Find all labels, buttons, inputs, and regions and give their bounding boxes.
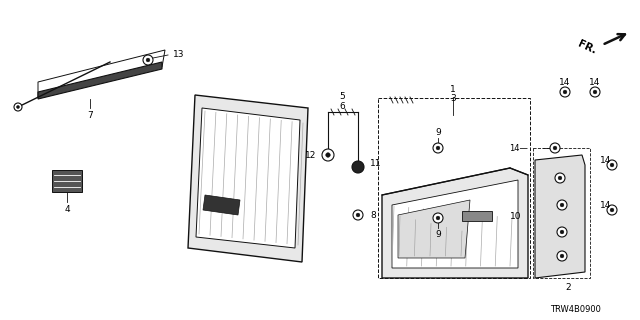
Circle shape	[322, 149, 334, 161]
Circle shape	[607, 205, 617, 215]
Text: 11: 11	[370, 158, 381, 167]
Text: 10: 10	[510, 212, 522, 220]
Text: 14—: 14—	[509, 143, 528, 153]
Circle shape	[557, 200, 567, 210]
Circle shape	[14, 103, 22, 111]
Text: 6: 6	[339, 101, 345, 110]
Polygon shape	[535, 155, 585, 278]
Polygon shape	[462, 211, 492, 221]
Polygon shape	[38, 62, 162, 99]
Polygon shape	[382, 168, 528, 278]
Circle shape	[326, 153, 330, 157]
Circle shape	[557, 227, 567, 237]
Text: FR.: FR.	[576, 38, 598, 56]
Text: 14: 14	[589, 77, 601, 86]
Circle shape	[563, 90, 567, 94]
Polygon shape	[398, 200, 470, 258]
Text: 2: 2	[565, 284, 571, 292]
Text: 12: 12	[305, 150, 316, 159]
Circle shape	[356, 213, 360, 217]
Text: 9: 9	[435, 127, 441, 137]
Text: 14: 14	[600, 156, 611, 164]
Circle shape	[433, 143, 443, 153]
Circle shape	[593, 90, 597, 94]
Text: 5: 5	[339, 92, 345, 100]
Circle shape	[610, 208, 614, 212]
Circle shape	[550, 143, 560, 153]
Circle shape	[353, 210, 363, 220]
Polygon shape	[52, 170, 82, 192]
Circle shape	[560, 254, 564, 258]
Circle shape	[560, 87, 570, 97]
Polygon shape	[203, 195, 240, 215]
Circle shape	[607, 160, 617, 170]
Circle shape	[17, 106, 19, 108]
Polygon shape	[188, 95, 308, 262]
Polygon shape	[392, 180, 518, 268]
Polygon shape	[196, 108, 300, 248]
Text: 7: 7	[87, 110, 93, 119]
Text: 14: 14	[600, 201, 611, 210]
Text: TRW4B0900: TRW4B0900	[550, 306, 600, 315]
Circle shape	[558, 176, 562, 180]
Polygon shape	[38, 50, 165, 98]
Text: 14: 14	[559, 77, 571, 86]
Text: 1: 1	[450, 84, 456, 93]
Circle shape	[146, 58, 150, 62]
Text: 9: 9	[435, 229, 441, 238]
Circle shape	[436, 216, 440, 220]
Circle shape	[557, 251, 567, 261]
Circle shape	[590, 87, 600, 97]
Circle shape	[436, 146, 440, 150]
Circle shape	[610, 163, 614, 167]
Circle shape	[553, 146, 557, 150]
Circle shape	[555, 173, 565, 183]
Circle shape	[433, 213, 443, 223]
Text: 8: 8	[370, 211, 376, 220]
Circle shape	[352, 161, 364, 173]
Circle shape	[143, 55, 153, 65]
Circle shape	[560, 203, 564, 207]
Text: 3: 3	[450, 93, 456, 102]
Text: 13: 13	[173, 50, 185, 59]
Circle shape	[560, 230, 564, 234]
Text: 4: 4	[64, 204, 70, 213]
